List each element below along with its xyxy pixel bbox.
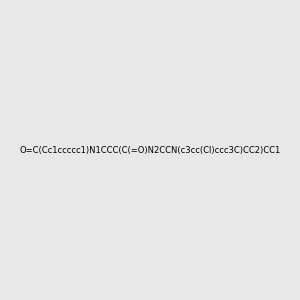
Text: O=C(Cc1ccccc1)N1CCC(C(=O)N2CCN(c3cc(Cl)ccc3C)CC2)CC1: O=C(Cc1ccccc1)N1CCC(C(=O)N2CCN(c3cc(Cl)c…: [20, 146, 281, 154]
